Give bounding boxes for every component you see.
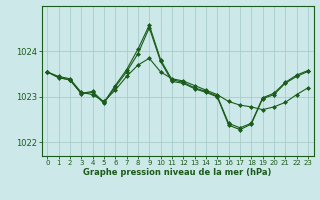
X-axis label: Graphe pression niveau de la mer (hPa): Graphe pression niveau de la mer (hPa) — [84, 168, 272, 177]
